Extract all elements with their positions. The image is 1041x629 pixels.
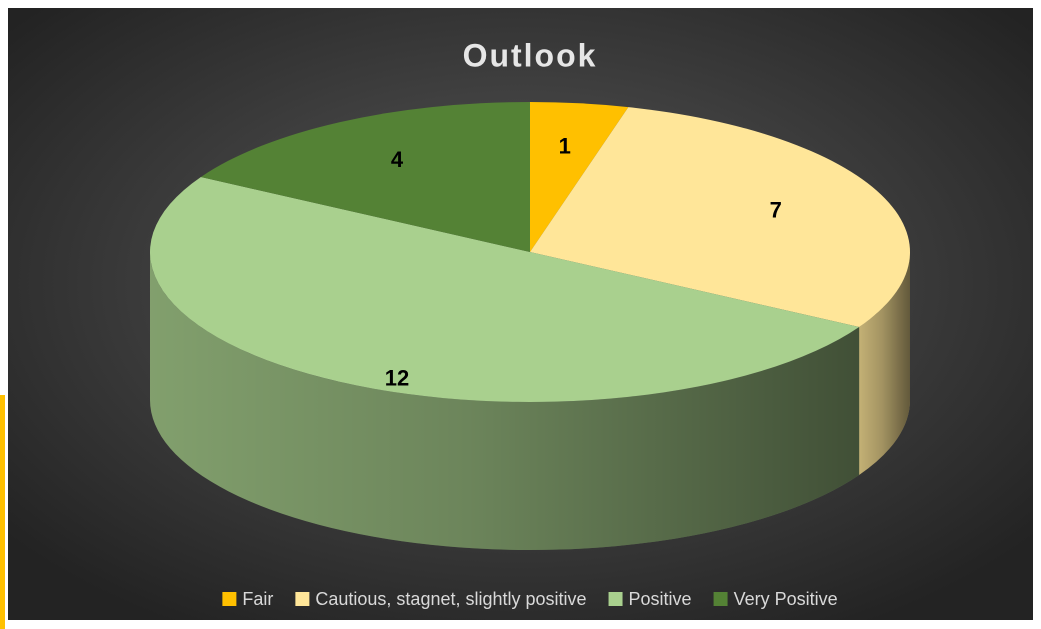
pie-sides bbox=[150, 252, 910, 551]
slice-side-shade bbox=[859, 252, 910, 475]
slice bbox=[150, 177, 860, 403]
data-labels: 1 7 12 4 bbox=[385, 134, 782, 391]
legend-item: Fair bbox=[222, 589, 273, 609]
data-label: 1 bbox=[559, 134, 571, 159]
legend-label: Positive bbox=[629, 589, 692, 609]
chart-title: Outlook bbox=[463, 37, 598, 73]
slice bbox=[530, 102, 629, 252]
data-label: 7 bbox=[770, 198, 782, 223]
legend-label: Cautious, stagnet, slightly positive bbox=[315, 589, 586, 609]
legend-swatch bbox=[713, 592, 728, 606]
legend-label: Fair bbox=[242, 589, 273, 609]
slice-side-shade bbox=[150, 252, 860, 551]
legend-swatch bbox=[222, 592, 237, 606]
legend: Fair Cautious, stagnet, slightly positive… bbox=[222, 589, 838, 609]
data-label: 4 bbox=[391, 147, 404, 172]
legend-item: Positive bbox=[608, 589, 692, 609]
pie-tops bbox=[150, 102, 911, 403]
slice bbox=[530, 107, 911, 327]
legend-item: Very Positive bbox=[713, 589, 838, 609]
data-label: 12 bbox=[385, 366, 409, 391]
legend-label: Very Positive bbox=[734, 589, 838, 609]
frame-accent bbox=[0, 395, 5, 629]
legend-swatch bbox=[608, 592, 623, 606]
slice bbox=[200, 102, 530, 252]
legend-item: Cautious, stagnet, slightly positive bbox=[295, 589, 587, 609]
legend-swatch bbox=[295, 592, 310, 606]
